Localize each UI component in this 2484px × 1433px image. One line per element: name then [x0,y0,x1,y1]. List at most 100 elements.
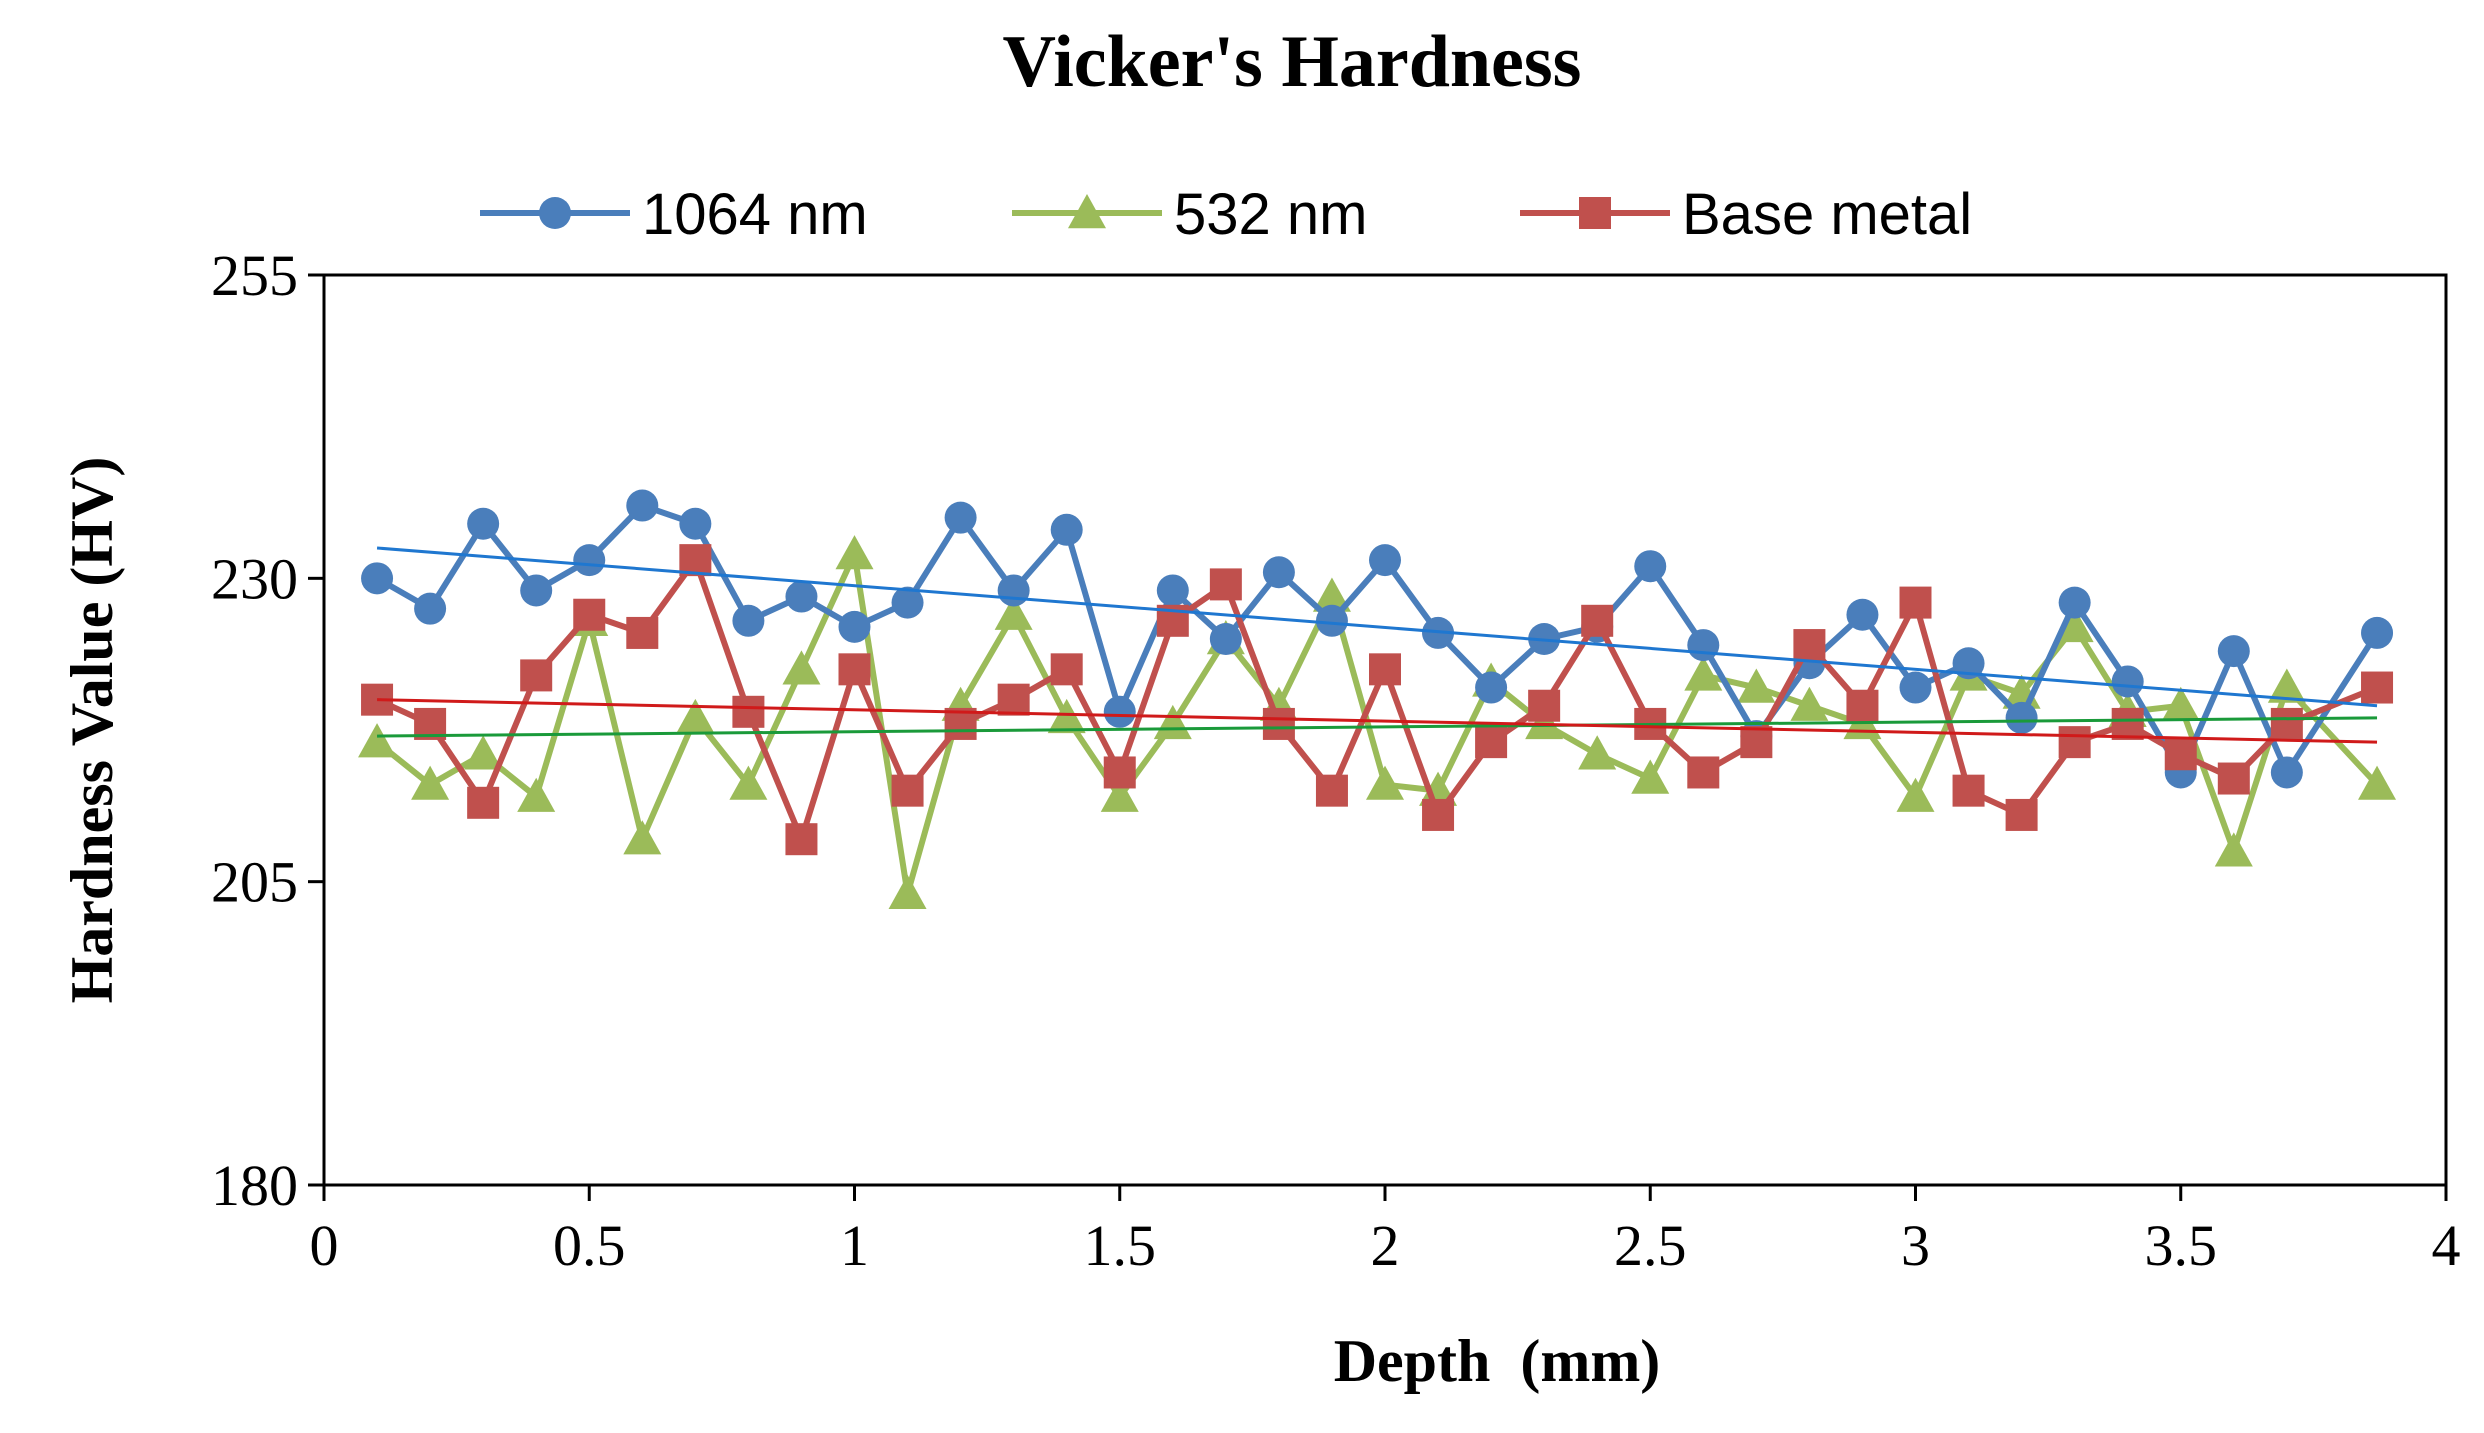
y-tick-label: 205 [211,850,298,915]
series-layer [358,489,2397,909]
data-point-532-nm [1366,765,1404,800]
legend-marker-triangle [1068,194,1106,229]
x-tick-label: 1 [840,1213,869,1278]
data-point-532-nm [994,595,1033,630]
data-point-532-nm [2055,607,2094,643]
data-point-base-metal [1687,756,1720,789]
data-point-base-metal [2164,738,2197,771]
legend-label: 1064 nm [642,182,868,247]
legend: 1064 nm 532 nm Base metal [480,182,1972,247]
data-point-532-nm [2358,765,2397,800]
data-point-532-nm [1100,777,1139,812]
data-point-1064-nm [1475,671,1508,704]
data-point-base-metal [1103,756,1136,789]
data-point-532-nm [835,535,874,570]
data-point-base-metal [891,774,924,807]
x-tick-label: 4 [2432,1213,2461,1278]
data-point-base-metal [1422,798,1455,831]
data-point-base-metal [626,616,659,649]
data-point-base-metal [1793,629,1826,662]
data-point-532-nm [1631,759,1670,794]
x-tick-label: 3.5 [2145,1213,2218,1278]
data-point-532-nm [888,874,927,909]
data-point-1064-nm [361,562,394,595]
data-point-532-nm [1153,704,1192,740]
data-point-1064-nm [2058,586,2091,619]
data-point-532-nm [623,820,662,855]
data-point-base-metal [467,786,500,819]
trendlines [376,546,2378,744]
legend-marker-square [1579,197,1611,229]
data-point-1064-nm [2217,635,2250,668]
data-point-1064-nm [1103,695,1136,728]
data-point-base-metal [1740,726,1773,759]
data-point-base-metal [1899,586,1932,619]
x-tick-label: 3 [1901,1213,1930,1278]
data-point-532-nm [1047,698,1086,734]
x-tick-label: 1.5 [1084,1213,1157,1278]
data-point-1064-nm [626,489,659,522]
data-point-1064-nm [520,574,553,607]
data-point-base-metal [573,598,606,631]
data-point-532-nm [1737,668,1776,703]
y-tick-label: 180 [211,1153,298,1218]
data-point-1064-nm [891,586,924,619]
x-tick-label: 2.5 [1614,1213,1687,1278]
data-point-base-metal [2217,762,2250,795]
legend-label: Base metal [1682,182,1972,247]
data-point-1064-nm [838,610,871,643]
data-point-532-nm [411,765,450,800]
data-point-1064-nm [414,592,447,625]
data-point-1064-nm [1846,598,1879,631]
y-axis-label: Hardness Value (HV) [59,457,125,1004]
data-point-base-metal [1475,726,1508,759]
data-point-532-nm [2214,832,2253,867]
chart-title: Vicker's Hardness [1003,21,1582,103]
data-point-532-nm [1790,686,1829,721]
legend-item-base-metal: Base metal [1520,182,1972,247]
data-point-1064-nm [732,604,765,637]
x-axis-label: Depth (mm) [1334,1328,1661,1394]
legend-marker-circle [539,197,571,229]
data-point-1064-nm [573,544,606,577]
data-point-1064-nm [1209,623,1242,655]
y-tick-label: 230 [211,546,298,611]
data-point-base-metal [2270,707,2303,740]
data-point-532-nm [1578,735,1617,770]
data-point-1064-nm [1050,513,1083,546]
data-point-base-metal [1952,774,1985,807]
data-point-1064-nm [2361,616,2394,649]
data-point-1064-nm [1634,550,1667,583]
data-point-1064-nm [944,501,977,534]
data-point-base-metal [732,695,765,728]
data-point-base-metal [2005,798,2038,831]
legend-item-532-nm: 532 nm [1012,182,1367,247]
data-point-base-metal [785,823,818,856]
x-tick-label: 0.5 [553,1213,626,1278]
data-point-base-metal [1262,707,1295,740]
legend-item-1064-nm: 1064 nm [480,182,868,247]
data-point-base-metal [838,653,871,686]
data-point-base-metal [1050,653,1083,686]
data-point-1064-nm [785,580,818,613]
data-point-1064-nm [2270,756,2303,789]
x-tick-label: 0 [310,1213,339,1278]
series-base-metal [361,544,2394,856]
data-point-1064-nm [679,507,712,540]
x-tick-label: 2 [1371,1213,1400,1278]
data-point-532-nm [358,723,397,758]
data-point-532-nm [1684,656,1723,691]
data-point-532-nm [2161,686,2200,721]
data-point-base-metal [1315,774,1348,807]
legend-label: 532 nm [1174,182,1367,247]
data-point-532-nm [2267,668,2306,703]
data-point-532-nm [676,698,715,734]
data-point-base-metal [2111,707,2144,740]
x-axis-ticks: 0 0.5 1 1.5 2 2.5 3 3.5 4 [310,1185,2461,1278]
data-point-532-nm [517,777,556,812]
data-point-532-nm [1525,704,1564,740]
y-tick-label: 255 [211,243,298,308]
data-point-base-metal [1846,689,1879,722]
data-point-base-metal [1209,568,1242,601]
data-point-1064-nm [1899,671,1932,704]
